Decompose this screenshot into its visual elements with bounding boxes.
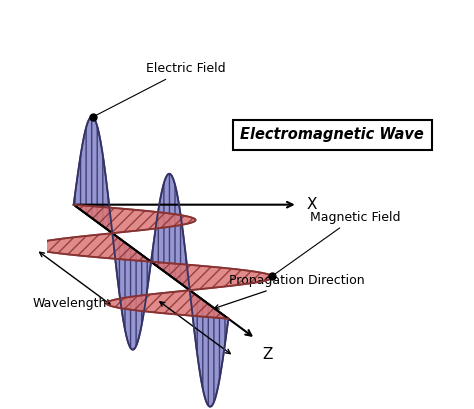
Text: Electromagnetic Wave: Electromagnetic Wave [240,127,424,142]
Text: X: X [306,197,317,212]
Polygon shape [74,205,196,233]
Polygon shape [151,174,190,294]
Text: Magnetic Field: Magnetic Field [274,211,400,274]
Polygon shape [107,290,228,319]
Polygon shape [112,233,151,350]
Polygon shape [74,117,112,234]
Text: Wavelength: Wavelength [32,297,107,310]
Text: Electric Field: Electric Field [95,62,226,116]
Text: Z: Z [262,347,272,362]
Polygon shape [29,233,154,262]
Text: Propagation Direction: Propagation Direction [214,274,365,309]
Polygon shape [151,262,273,290]
Polygon shape [190,290,228,407]
